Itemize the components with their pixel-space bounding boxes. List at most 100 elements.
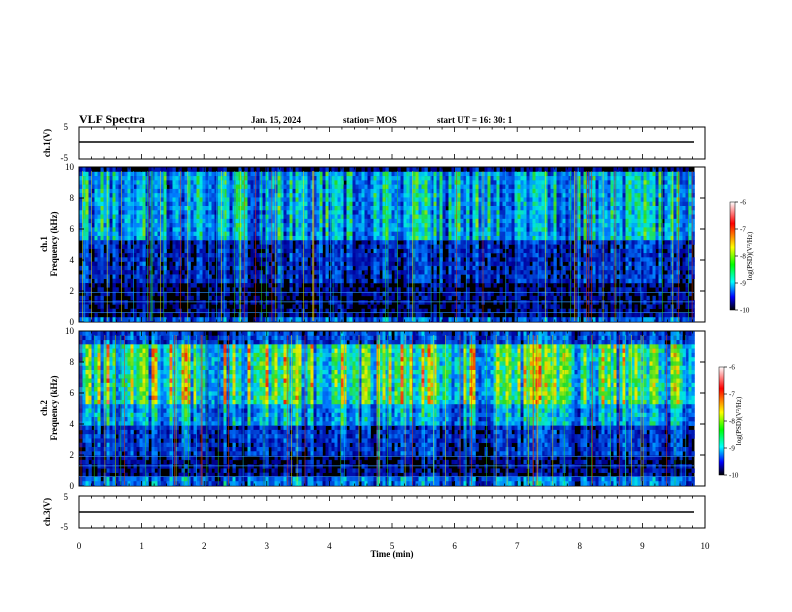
spec-cell bbox=[424, 274, 428, 280]
spec-cell bbox=[328, 210, 332, 215]
spec-cell bbox=[466, 201, 470, 207]
spec-cell bbox=[325, 235, 329, 241]
spec-cell bbox=[313, 193, 317, 198]
spec-cell bbox=[526, 223, 530, 228]
spec-cell bbox=[235, 218, 239, 224]
spec-cell bbox=[316, 278, 320, 284]
spec-cell bbox=[484, 167, 488, 173]
spec-cell bbox=[373, 197, 377, 203]
spec-cell bbox=[190, 218, 194, 224]
spec-cell bbox=[199, 240, 203, 245]
spec-cell bbox=[310, 210, 314, 215]
spec-cell bbox=[541, 231, 545, 237]
spec-cell bbox=[334, 317, 338, 322]
spec-cell bbox=[190, 270, 194, 275]
spec-cell bbox=[217, 274, 221, 280]
spec-cell bbox=[298, 188, 302, 194]
spec-cell bbox=[202, 265, 206, 271]
spec-cell bbox=[382, 317, 386, 322]
spec-cell bbox=[346, 244, 350, 250]
spec-cell bbox=[538, 171, 542, 177]
spec-cell bbox=[280, 218, 284, 224]
spec-cell bbox=[523, 253, 527, 258]
spec-cell bbox=[451, 265, 455, 271]
spec-cell bbox=[97, 210, 101, 215]
spec-cell bbox=[265, 210, 269, 215]
spec-cell bbox=[166, 206, 170, 211]
spec-cell bbox=[307, 193, 311, 198]
spec-cell bbox=[349, 312, 353, 318]
spec-cell bbox=[124, 214, 128, 220]
spec-cell bbox=[340, 257, 344, 262]
spec-cell bbox=[526, 227, 530, 232]
spec-cell bbox=[433, 240, 437, 245]
spec-cell bbox=[568, 201, 572, 207]
spec-cell bbox=[535, 261, 539, 267]
spec-cell bbox=[208, 244, 212, 250]
spec-cell bbox=[124, 270, 128, 275]
spec-cell bbox=[562, 171, 566, 177]
spec-cell bbox=[214, 295, 218, 301]
spec-cell bbox=[355, 270, 359, 275]
spec-cell bbox=[94, 317, 98, 322]
spec-cell bbox=[100, 253, 104, 258]
spec-cell bbox=[469, 206, 473, 211]
spec-cell bbox=[577, 270, 581, 275]
spec-cell bbox=[142, 206, 146, 211]
spec-cell bbox=[202, 218, 206, 224]
spec-cell bbox=[436, 283, 440, 288]
spec-cell bbox=[148, 214, 152, 220]
spec-cell bbox=[247, 270, 251, 275]
spec-cell bbox=[556, 304, 560, 309]
spec-cell bbox=[334, 274, 338, 280]
spec-cell bbox=[88, 218, 92, 224]
spec-cell bbox=[409, 227, 413, 232]
spec-cell bbox=[163, 223, 167, 228]
spec-cell bbox=[88, 317, 92, 322]
spec-cell bbox=[529, 312, 533, 318]
spec-cell bbox=[166, 227, 170, 232]
spec-cell bbox=[484, 206, 488, 211]
spec-cell bbox=[139, 265, 143, 271]
spec-cell bbox=[139, 312, 143, 318]
spec-cell bbox=[187, 261, 191, 267]
spec-cell bbox=[124, 184, 128, 190]
spec-cell bbox=[541, 214, 545, 220]
spec-cell bbox=[250, 184, 254, 190]
spec-cell bbox=[160, 248, 164, 254]
spec-cell bbox=[229, 231, 233, 237]
spec-cell bbox=[361, 312, 365, 318]
spec-cell bbox=[262, 176, 266, 181]
spec-cell bbox=[373, 244, 377, 250]
spec-cell bbox=[448, 287, 452, 292]
spec-cell bbox=[97, 197, 101, 203]
spec-cell bbox=[541, 240, 545, 245]
spec-cell bbox=[340, 253, 344, 258]
spec-cell bbox=[418, 265, 422, 271]
spec-cell bbox=[211, 197, 215, 203]
spec-cell bbox=[535, 184, 539, 190]
spec-cell bbox=[313, 308, 317, 314]
spec-cell bbox=[232, 171, 236, 177]
spec-cell bbox=[208, 240, 212, 245]
spec-cell bbox=[106, 227, 110, 232]
spec-cell bbox=[373, 235, 377, 241]
spec-cell bbox=[382, 240, 386, 245]
spec-cell bbox=[328, 227, 332, 232]
spec-cell bbox=[247, 283, 251, 288]
spec-cell bbox=[496, 176, 500, 181]
spec-cell bbox=[172, 231, 176, 237]
spec-cell bbox=[472, 295, 476, 301]
spec-cell bbox=[268, 197, 272, 203]
spec-cell bbox=[295, 201, 299, 207]
spec-cell bbox=[295, 171, 299, 177]
spec-cell bbox=[556, 240, 560, 245]
spec-cell bbox=[466, 278, 470, 284]
spec-cell bbox=[94, 235, 98, 241]
spec-cell bbox=[130, 295, 134, 301]
spec-cell bbox=[274, 188, 278, 194]
spec-cell bbox=[388, 180, 392, 185]
spec-cell bbox=[118, 171, 122, 177]
spec-cell bbox=[529, 231, 533, 237]
spec-cell bbox=[325, 283, 329, 288]
